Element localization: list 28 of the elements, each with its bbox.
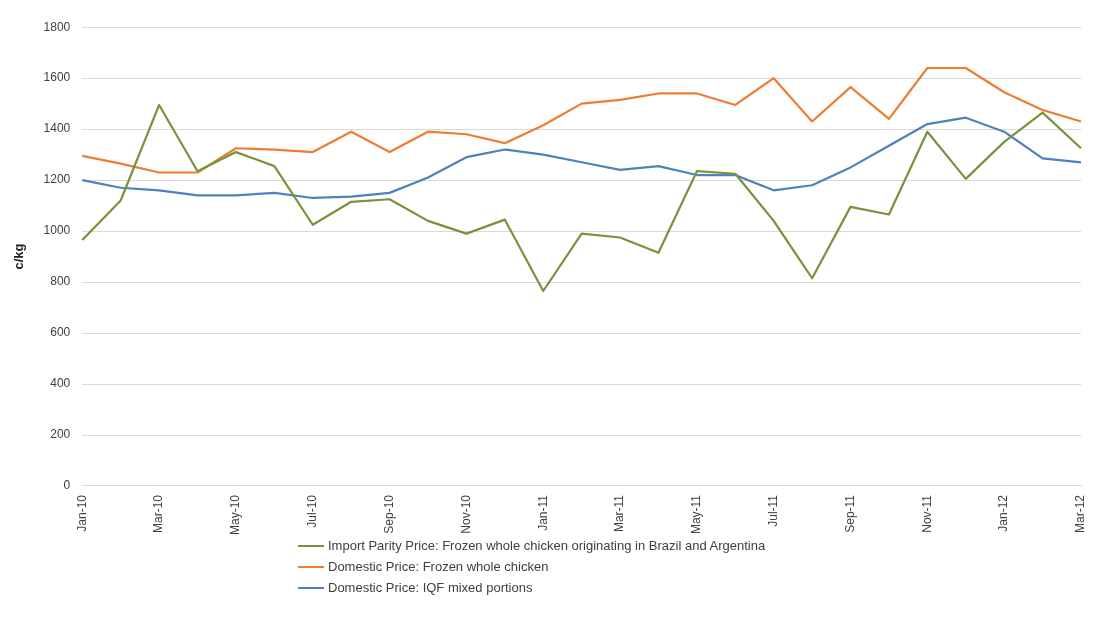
x-tick-label: Jan-10 — [74, 494, 89, 532]
x-tick-label: Jul-11 — [766, 494, 781, 527]
x-tick-label: Nov-10 — [458, 494, 473, 534]
x-tick-label: Jul-10 — [305, 494, 320, 528]
y-tick-label: 1200 — [43, 172, 71, 187]
legend-label: Import Parity Price: Frozen whole chicken originating in Brazil and Argentina — [328, 538, 766, 553]
x-tick-label: Nov-11 — [919, 494, 934, 533]
y-tick-label: 1800 — [43, 19, 71, 34]
x-tick-label: Mar-12 — [1073, 494, 1088, 533]
y-tick-label: 800 — [50, 274, 71, 289]
y-tick-label: 600 — [50, 325, 71, 340]
y-tick-label: 200 — [50, 427, 71, 442]
y-tick-label: 1600 — [43, 70, 71, 85]
legend-label: Domestic Price: Frozen whole chicken — [328, 559, 549, 574]
x-tick-label: Jan-12 — [996, 494, 1011, 532]
x-tick-label: May-11 — [689, 494, 704, 535]
y-tick-label: 0 — [63, 478, 71, 493]
x-tick-label: Sep-11 — [842, 494, 857, 533]
y-tick-label: 1000 — [43, 223, 71, 238]
x-tick-label: Mar-10 — [151, 494, 166, 533]
x-tick-label: Mar-11 — [612, 494, 627, 533]
x-tick-label: Sep-10 — [381, 494, 396, 534]
y-tick-label: 1400 — [43, 121, 71, 136]
x-tick-label: May-10 — [228, 494, 243, 535]
x-tick-label: Jan-11 — [535, 494, 550, 531]
legend-label: Domestic Price: IQF mixed portions — [328, 580, 533, 595]
y-tick-label: 400 — [50, 376, 71, 391]
y-axis-title: c/kg — [11, 243, 27, 270]
